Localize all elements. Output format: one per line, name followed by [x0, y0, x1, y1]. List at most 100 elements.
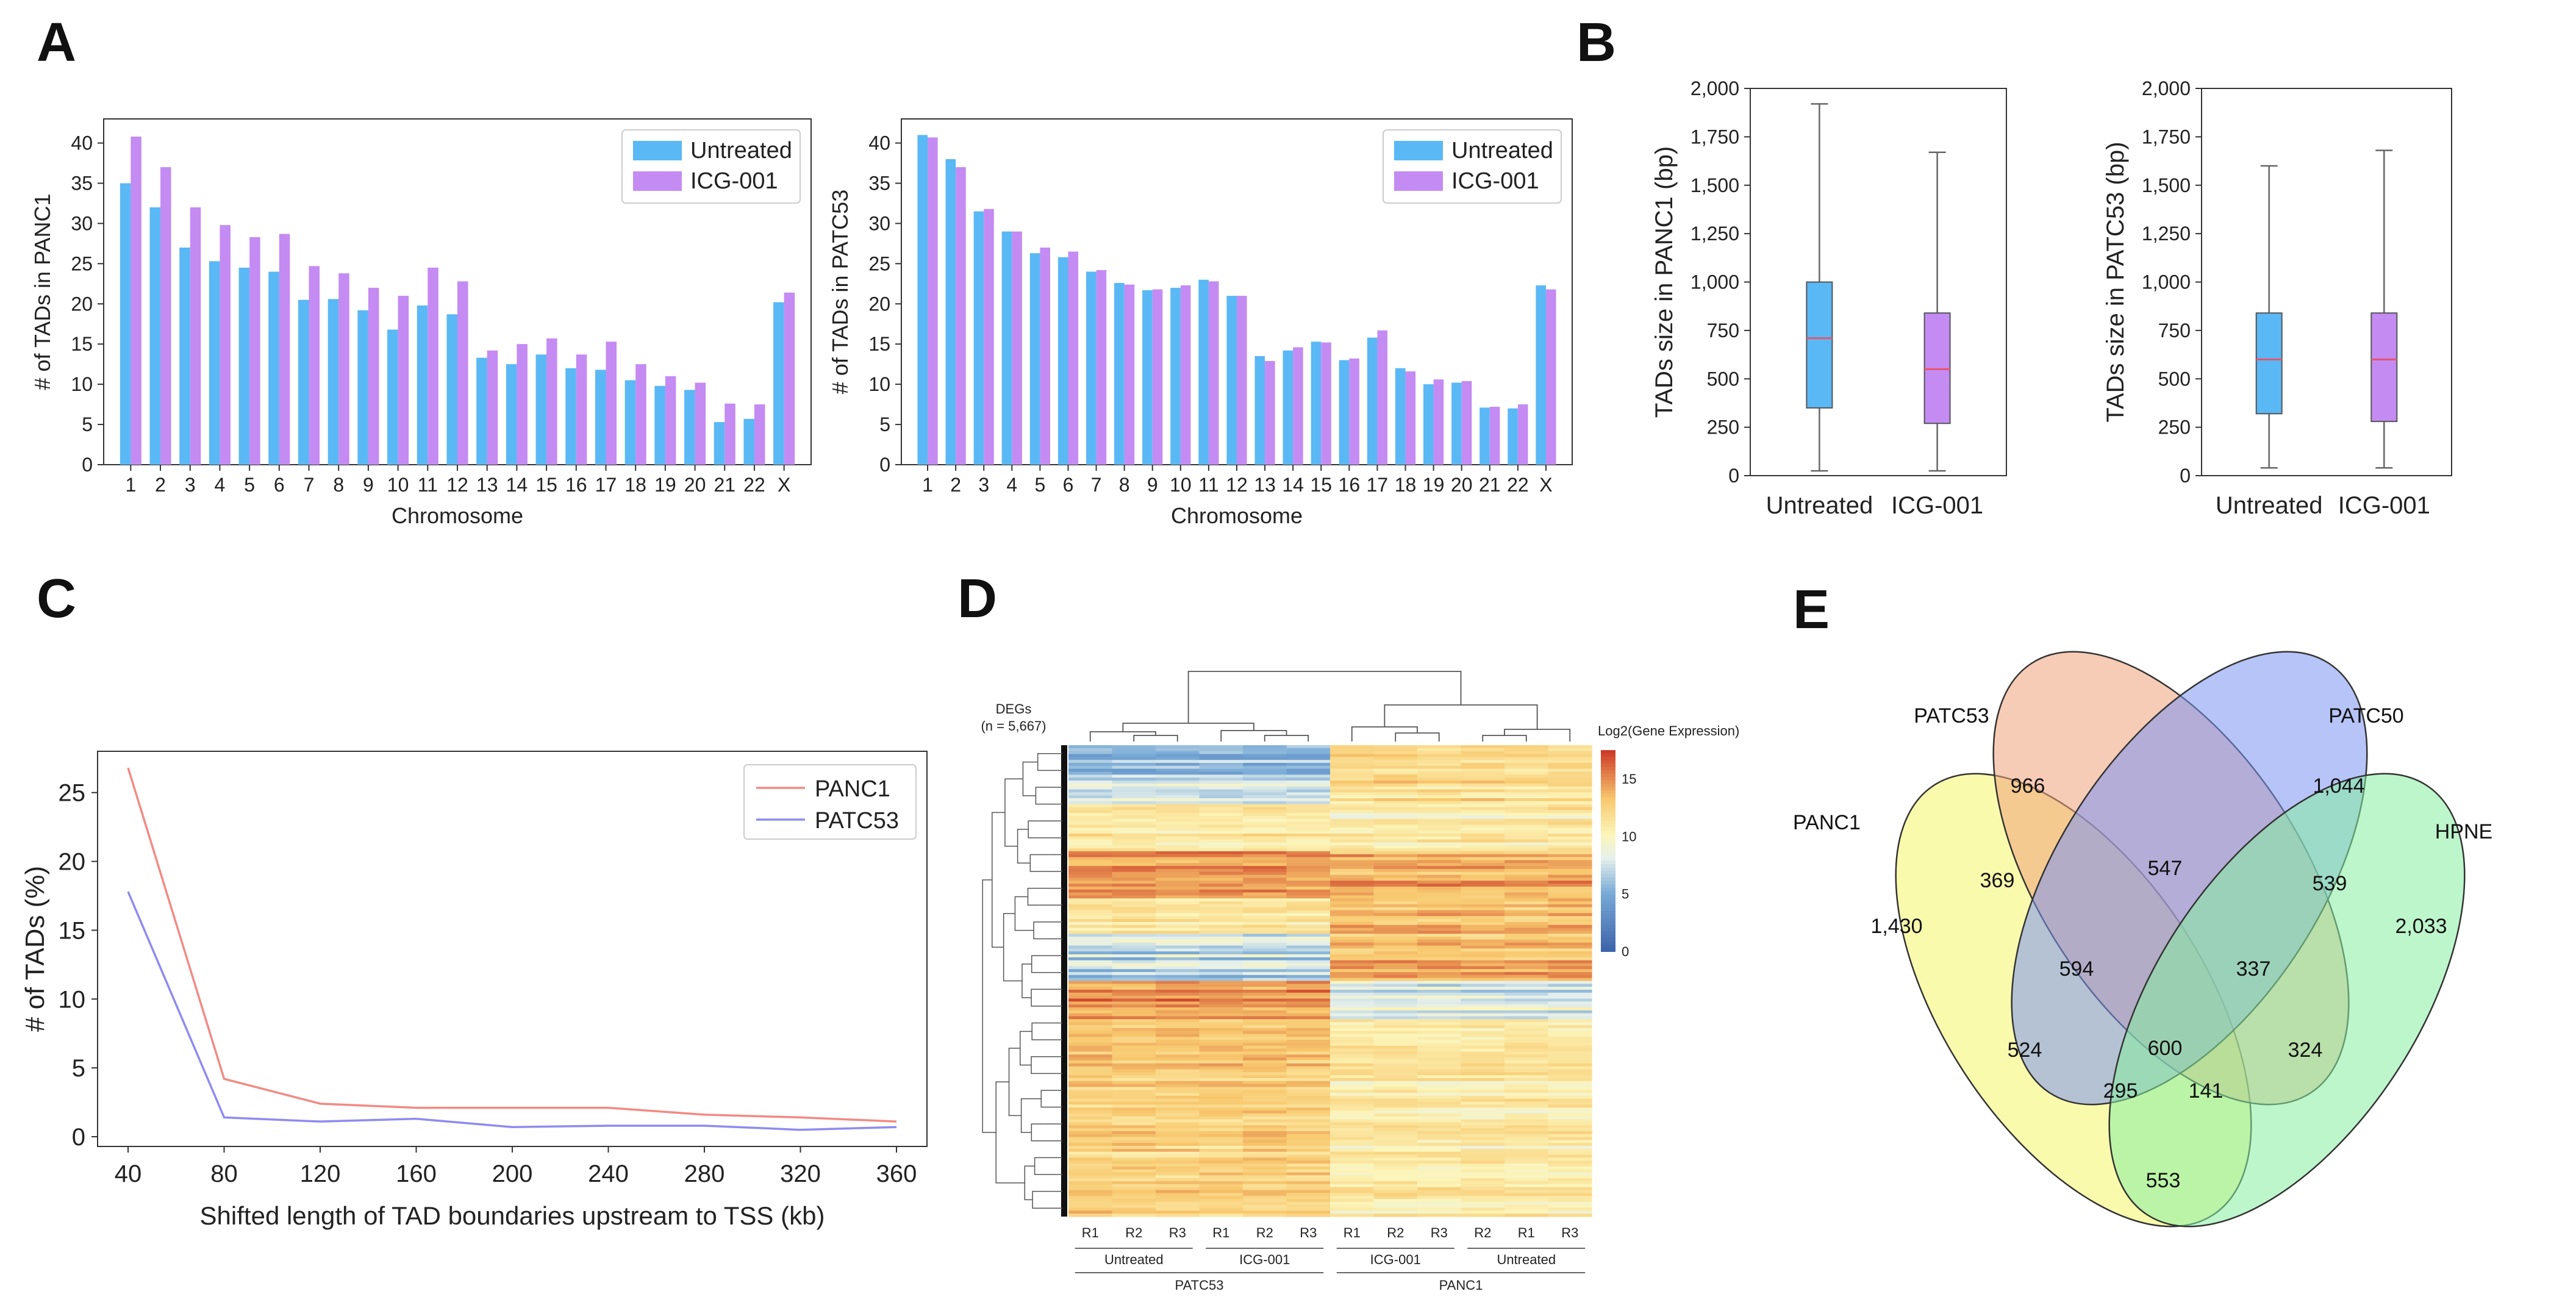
heatmap-cell: [1286, 910, 1331, 914]
heatmap-cell: [1243, 762, 1287, 767]
heatmap-cell: [1417, 1148, 1462, 1153]
heatmap-cell: [1417, 815, 1462, 820]
heatmap-cell: [1548, 751, 1592, 755]
heatmap-cell: [1417, 974, 1462, 979]
heatmap-cell: [1417, 1157, 1462, 1161]
heatmap-cell: [1199, 1078, 1243, 1082]
x-tick-label: 2: [155, 474, 166, 496]
heatmap-cell: [1461, 916, 1505, 920]
heatmap-cell: [1504, 1140, 1549, 1143]
heatmap-cell: [1548, 1157, 1592, 1161]
heatmap-cell: [1112, 1087, 1156, 1090]
heatmap-cell: [1417, 889, 1462, 893]
heatmap-cell: [1156, 1001, 1200, 1005]
heatmap-cell: [1461, 1169, 1505, 1173]
heatmap-cell: [1068, 945, 1113, 949]
heatmap-cell: [1156, 783, 1200, 787]
heatmap-cell: [1286, 1151, 1331, 1156]
heatmap-cell: [1286, 963, 1331, 967]
heatmap-cell: [1068, 762, 1113, 767]
heatmap-cell: [1156, 874, 1200, 879]
heatmap-cell: [1417, 1128, 1462, 1132]
heatmap-cell: [1330, 778, 1375, 781]
heatmap-cell: [1417, 1048, 1462, 1053]
heatmap-cell: [1243, 1210, 1287, 1214]
heatmap-cell: [1548, 1140, 1592, 1143]
heatmap-cell: [1548, 757, 1592, 760]
heatmap-cell: [1461, 778, 1505, 781]
heatmap-cell: [1548, 951, 1592, 955]
heatmap-cell: [1156, 828, 1200, 831]
heatmap-cell: [1199, 845, 1243, 849]
heatmap-cell: [1068, 984, 1113, 987]
heatmap-cell: [1199, 942, 1243, 946]
heatmap-cell: [1548, 1048, 1592, 1053]
heatmap-cell: [1461, 972, 1505, 976]
heatmap-cell: [1461, 842, 1505, 846]
heatmap-cell: [1286, 768, 1331, 773]
heatmap-cell: [1417, 1090, 1462, 1093]
heatmap-cell: [1243, 1040, 1287, 1043]
heatmap-cell: [1461, 789, 1505, 793]
heatmap-cell: [1548, 839, 1592, 843]
heatmap-cell: [1461, 754, 1505, 757]
heatmap-cell: [1156, 1054, 1200, 1058]
bar-untreated-chr7: [1086, 271, 1097, 465]
heatmap-cell: [1504, 824, 1549, 828]
heatmap-cell: [1199, 1160, 1243, 1164]
colorbar-segment: [1601, 810, 1615, 815]
heatmap-cell: [1286, 1069, 1331, 1073]
heatmap-cell: [1243, 1128, 1287, 1132]
heatmap-cell: [1068, 1157, 1113, 1161]
bar-icg-001-chr4: [220, 225, 231, 465]
heatmap-cell: [1286, 951, 1331, 955]
heatmap-cell: [1243, 1013, 1287, 1017]
y-tick-label: 0: [2180, 465, 2191, 487]
y-tick-label: 30: [71, 212, 93, 234]
heatmap-cell: [1548, 969, 1592, 973]
heatmap-cell: [1156, 863, 1200, 867]
heatmap-cell: [1373, 771, 1418, 775]
heatmap-cell: [1068, 1131, 1113, 1135]
heatmap-cell: [1461, 1214, 1505, 1217]
heatmap-cell: [1461, 939, 1505, 943]
row-dendrogram-branch: [1029, 854, 1049, 872]
heatmap-cell: [1417, 984, 1462, 987]
colorbar-segment: [1601, 834, 1615, 838]
heatmap-cell: [1330, 928, 1375, 931]
heatmap-cell: [1548, 1134, 1592, 1138]
heatmap-cell: [1330, 1066, 1375, 1070]
heatmap-cell: [1112, 1051, 1156, 1055]
heatmap-cell: [1156, 1034, 1200, 1037]
heatmap-cell: [1548, 1034, 1592, 1037]
heatmap-cell: [1548, 884, 1592, 887]
heatmap-cell: [1199, 910, 1243, 914]
heatmap-cell: [1112, 1128, 1156, 1132]
heatmap-cell: [1330, 1187, 1375, 1191]
heatmap-cell: [1243, 824, 1287, 828]
heatmap-cell: [1330, 768, 1375, 773]
heatmap-cell: [1286, 813, 1331, 817]
heatmap-cell: [1068, 919, 1113, 923]
heatmap-cell: [1461, 1087, 1505, 1090]
heatmap-cell: [1068, 981, 1113, 984]
heatmap-cell: [1417, 1066, 1462, 1070]
heatmap-cell: [1373, 828, 1418, 831]
heatmap-cell: [1417, 854, 1462, 858]
line-patc53: [127, 891, 897, 1131]
bar-icg-001-chr7: [309, 266, 320, 465]
x-tick-label: 20: [1451, 474, 1473, 496]
heatmap-cell: [1461, 1090, 1505, 1093]
y-tick-label: 35: [868, 172, 890, 194]
heatmap-cell: [1330, 974, 1375, 979]
heatmap-cell: [1068, 1148, 1113, 1153]
heatmap-cell: [1112, 904, 1156, 908]
heatmap-cell: [1417, 780, 1462, 784]
heatmap-cell: [1548, 1072, 1592, 1076]
heatmap-cell: [1417, 1034, 1462, 1037]
heatmap-cell: [1548, 1051, 1592, 1055]
heatmap-cell: [1286, 771, 1331, 775]
heatmap-cell: [1504, 1013, 1549, 1017]
heatmap-cell: [1373, 974, 1418, 979]
heatmap-cell: [1243, 1116, 1287, 1120]
